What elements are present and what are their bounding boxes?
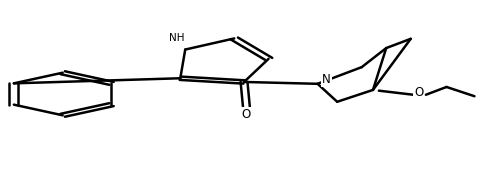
Text: O: O [242,108,251,121]
Text: NH: NH [169,33,184,42]
Text: N: N [322,73,331,86]
Text: O: O [414,86,423,99]
